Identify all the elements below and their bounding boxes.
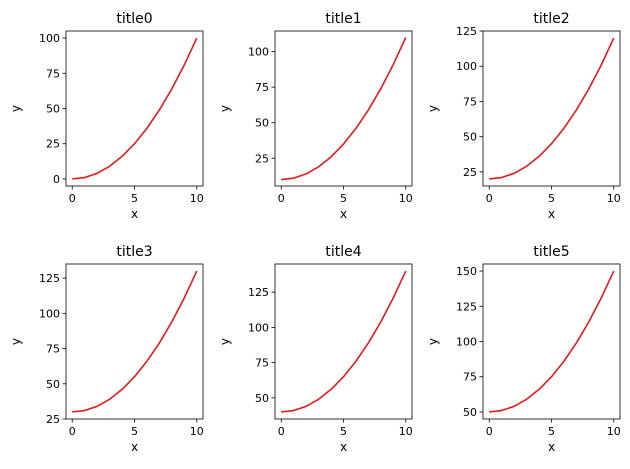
x-tick-label: 0: [69, 192, 76, 205]
y-tick-label: 125: [248, 286, 269, 299]
y-axis-label: y: [426, 105, 440, 112]
x-tick-label: 5: [548, 425, 555, 438]
x-tick-label: 10: [607, 192, 621, 205]
y-axis-label: y: [218, 105, 232, 112]
x-tick-label: 5: [131, 192, 138, 205]
y-tick-label: 0: [53, 173, 60, 186]
y-tick-label: 50: [463, 406, 477, 419]
y-tick-label: 50: [463, 131, 477, 144]
subplot-title: title2: [533, 11, 569, 27]
x-tick-label: 10: [607, 425, 621, 438]
y-tick-label: 125: [456, 25, 477, 38]
subplot-5: title5 0 5 10 50 75 100 125 150 x y: [426, 244, 621, 454]
y-tick-label: 75: [255, 81, 269, 94]
y-tick-label: 125: [39, 272, 60, 285]
x-axis-label: x: [548, 440, 555, 454]
y-tick-label: 25: [463, 166, 477, 179]
subplot-title: title4: [325, 244, 361, 260]
y-tick-label: 25: [255, 152, 269, 165]
x-axis-label: x: [340, 440, 347, 454]
x-tick-label: 0: [486, 425, 493, 438]
y-tick-label: 75: [255, 357, 269, 370]
x-tick-label: 5: [340, 425, 347, 438]
subplot-title: title3: [116, 244, 152, 260]
y-tick-label: 50: [255, 392, 269, 405]
y-tick-label: 125: [456, 300, 477, 313]
x-tick-label: 5: [340, 192, 347, 205]
x-tick-label: 10: [399, 425, 413, 438]
x-tick-label: 5: [548, 192, 555, 205]
x-tick-label: 10: [190, 425, 204, 438]
y-tick-label: 100: [248, 46, 269, 59]
y-tick-label: 75: [463, 95, 477, 108]
subplot-title: title5: [533, 244, 569, 260]
x-axis-label: x: [131, 440, 138, 454]
y-axis-label: y: [218, 338, 232, 345]
y-axis-label: y: [9, 338, 23, 345]
x-axis-label: x: [548, 207, 555, 221]
x-tick-label: 10: [399, 192, 413, 205]
x-tick-label: 5: [131, 425, 138, 438]
x-tick-label: 0: [486, 192, 493, 205]
y-tick-label: 50: [46, 103, 60, 116]
x-axis-label: x: [131, 207, 138, 221]
subplot-2: title2 0 5 10 25 50 75 100 125 x y: [426, 11, 621, 221]
y-tick-label: 25: [46, 413, 60, 426]
y-axis-label: y: [426, 338, 440, 345]
y-tick-label: 75: [46, 343, 60, 356]
x-tick-label: 0: [278, 425, 285, 438]
y-tick-label: 100: [39, 32, 60, 45]
x-tick-label: 10: [190, 192, 204, 205]
subplot-title: title0: [116, 11, 152, 27]
subplot-1: title1 0 5 10 25 50 75 100 x y: [218, 11, 413, 221]
y-tick-label: 100: [456, 336, 477, 349]
subplot-4: title4 0 5 10 50 75 100 125 x y: [218, 244, 413, 454]
y-tick-label: 25: [46, 138, 60, 151]
subplot-title: title1: [325, 11, 361, 27]
y-tick-label: 75: [46, 67, 60, 80]
y-tick-label: 50: [46, 378, 60, 391]
x-tick-label: 0: [278, 192, 285, 205]
y-tick-label: 100: [39, 307, 60, 320]
y-tick-label: 75: [463, 371, 477, 384]
y-tick-label: 150: [456, 265, 477, 278]
y-tick-label: 100: [456, 60, 477, 73]
x-tick-label: 0: [69, 425, 76, 438]
y-tick-label: 50: [255, 117, 269, 130]
subplot-3: title3 0 5 10 25 50 75 100 125 x y: [9, 244, 204, 454]
x-axis-label: x: [340, 207, 347, 221]
y-axis-label: y: [9, 105, 23, 112]
y-tick-label: 100: [248, 321, 269, 334]
